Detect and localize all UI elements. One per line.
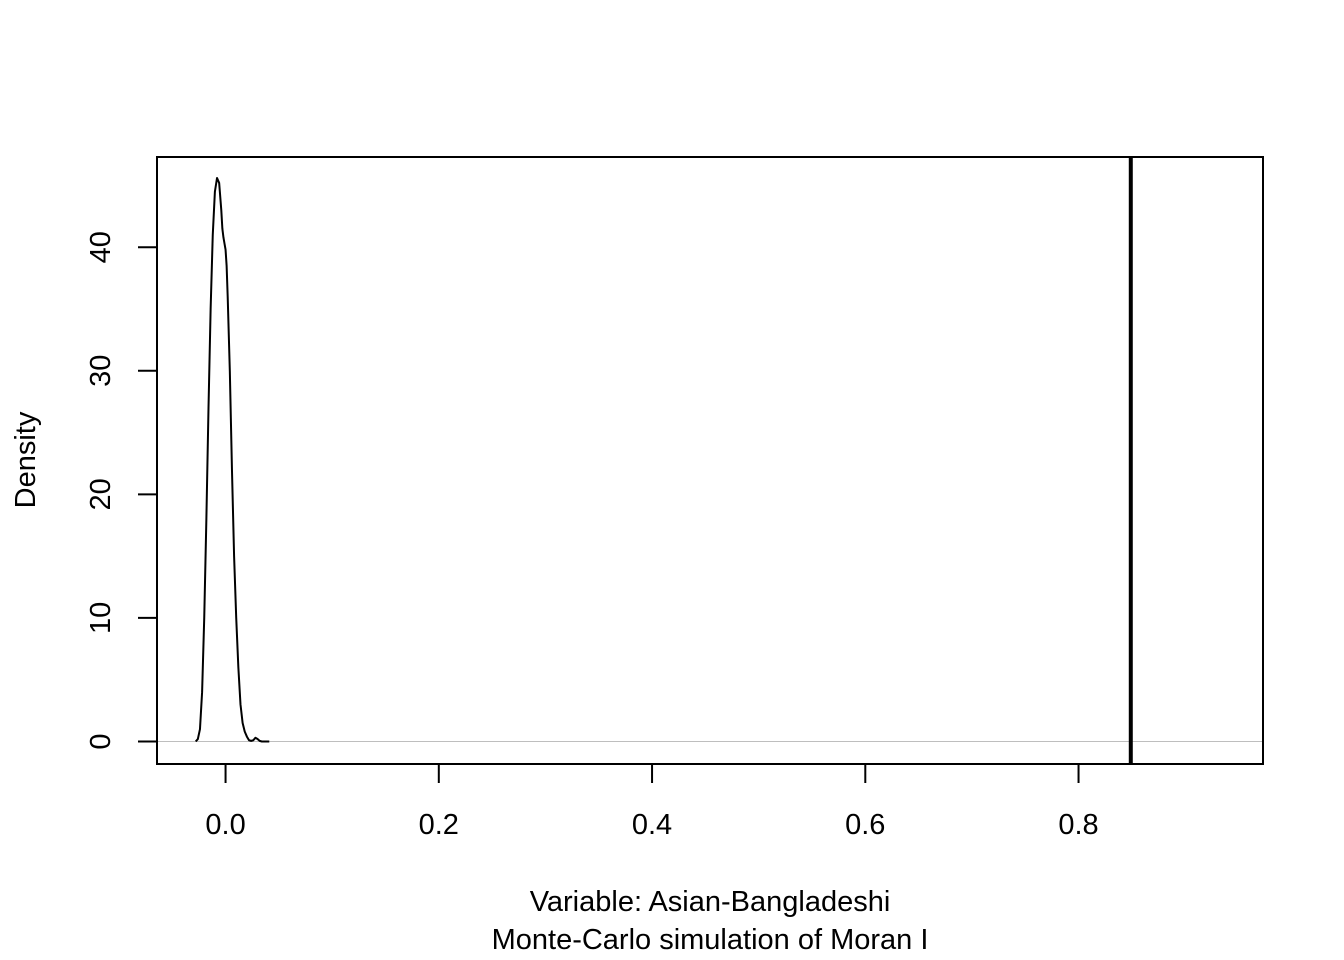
x-tick-label: 0.4 xyxy=(632,809,672,841)
y-axis-title: Density xyxy=(10,411,42,508)
y-tick-label: 10 xyxy=(85,602,117,634)
chart-subtitle: Monte-Carlo simulation of Moran I xyxy=(492,924,929,956)
x-tick-label: 0.8 xyxy=(1058,809,1098,841)
y-tick-label: 30 xyxy=(85,355,117,387)
x-axis: 0.0 0.2 0.4 0.6 0.8 xyxy=(205,763,1099,841)
y-tick-label: 20 xyxy=(85,478,117,510)
y-tick-label: 40 xyxy=(85,231,117,263)
x-tick-label: 0.6 xyxy=(845,809,885,841)
x-tick-label: 0.0 xyxy=(205,809,245,841)
plot-frame xyxy=(156,156,1264,765)
y-axis: 0 10 20 30 40 xyxy=(85,231,158,750)
x-axis-title: Variable: Asian-Bangladeshi xyxy=(530,886,891,918)
y-tick-label: 0 xyxy=(85,733,117,749)
density-curve xyxy=(194,177,270,743)
x-tick-label: 0.2 xyxy=(419,809,459,841)
